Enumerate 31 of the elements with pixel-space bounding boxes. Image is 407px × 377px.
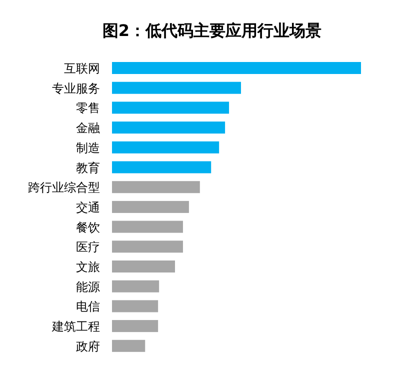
y-tick-label: 专业服务 xyxy=(52,81,100,96)
bar xyxy=(112,200,189,213)
bar xyxy=(112,300,158,312)
bar xyxy=(112,181,200,194)
y-tick-label: 政府 xyxy=(76,339,100,354)
bar xyxy=(112,340,146,352)
bar xyxy=(112,280,160,292)
bar xyxy=(112,141,220,154)
y-tick-label: 金融 xyxy=(76,121,100,136)
y-tick-label: 教育 xyxy=(76,160,100,175)
bar xyxy=(112,62,361,74)
y-tick-label: 交通 xyxy=(76,200,100,214)
y-tick-label: 建筑工程 xyxy=(51,320,100,334)
y-tick-label: 制造 xyxy=(76,140,100,155)
chart-title: 图2：低代码主要应用行业场景 xyxy=(102,21,322,40)
y-tick-label: 餐饮 xyxy=(76,220,100,234)
y-tick-label: 跨行业综合型 xyxy=(28,180,100,195)
bar xyxy=(112,102,230,114)
bar xyxy=(112,260,175,272)
y-tick-label: 互联网 xyxy=(64,62,100,76)
y-tick-label: 能源 xyxy=(76,280,100,294)
bar xyxy=(112,320,158,332)
bar xyxy=(112,220,183,233)
y-tick-label: 电信 xyxy=(76,300,100,314)
bar xyxy=(112,82,241,94)
y-tick-label: 文旅 xyxy=(76,260,100,274)
bar xyxy=(112,122,226,134)
bar xyxy=(112,161,212,174)
y-tick-label: 医疗 xyxy=(76,240,100,254)
y-tick-label: 零售 xyxy=(76,101,100,116)
bar xyxy=(112,240,183,253)
